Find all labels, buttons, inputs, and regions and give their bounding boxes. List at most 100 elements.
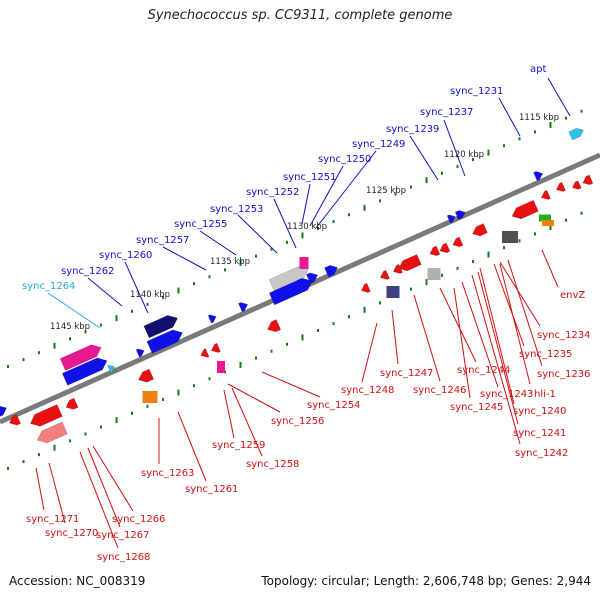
connector-line (493, 263, 525, 347)
label-sync-1260[interactable]: sync_1260 (99, 250, 152, 261)
label-envZ[interactable]: envZ (560, 290, 585, 301)
gene-sync-1261-shape (138, 368, 155, 383)
label-sync-1242[interactable]: sync_1242 (515, 448, 568, 459)
gene-sync-1231-shape (533, 171, 544, 182)
connector-line (231, 387, 263, 457)
gene-sync-1239 (446, 214, 456, 224)
top-tick (394, 192, 397, 196)
top-tick (472, 158, 474, 162)
label-sync-1240[interactable]: sync_1240 (513, 406, 566, 417)
label-sync-1266[interactable]: sync_1266 (112, 514, 165, 525)
connector-line (391, 309, 399, 365)
bottom-tick (115, 417, 118, 424)
connector-line (315, 150, 377, 229)
top-tick (131, 309, 133, 313)
label-sync-1255[interactable]: sync_1255 (174, 219, 227, 230)
gene-sync-1253b (299, 257, 309, 269)
label-sync-1271[interactable]: sync_1271 (26, 514, 79, 525)
label-sync-1259[interactable]: sync_1259 (212, 440, 265, 451)
top-tick (441, 171, 443, 175)
label-sync-1251[interactable]: sync_1251 (283, 172, 336, 183)
gene-sync-1249 (324, 265, 338, 278)
connector-line (453, 287, 471, 399)
gene-sync-1237-shape (454, 210, 466, 220)
label-sync-1235[interactable]: sync_1235 (519, 349, 572, 360)
bottom-tick (69, 439, 71, 443)
top-tick (100, 323, 102, 327)
top-tick (193, 282, 195, 286)
bottom-tick (518, 239, 521, 243)
connector-line (461, 281, 499, 388)
gene-sync-1241-shape (439, 242, 451, 254)
label-sync-1244[interactable]: sync_1244 (457, 365, 510, 376)
label-sync-1256[interactable]: sync_1256 (271, 416, 324, 427)
label-sync-1252[interactable]: sync_1252 (246, 187, 299, 198)
label-sync-1247[interactable]: sync_1247 (380, 368, 433, 379)
bottom-tick (348, 315, 350, 319)
gene-envZ-b-shape (542, 220, 554, 226)
label-sync-1243[interactable]: sync_1243 (480, 389, 533, 400)
bottom-tick (208, 377, 211, 381)
bottom-tick (425, 279, 428, 286)
gene-sync-1267-shape (29, 404, 63, 427)
connector-line (35, 467, 45, 511)
connector-line (87, 447, 121, 528)
label-sync-1270[interactable]: sync_1270 (45, 528, 98, 539)
top-tick (69, 337, 71, 341)
gene-sync-1267 (29, 404, 63, 427)
gene-sync-1260 (143, 315, 178, 339)
bottom-tick (332, 322, 335, 326)
top-tick (7, 364, 9, 368)
gene-sync-1246-shape (379, 269, 390, 280)
gene-sync-1252 (268, 265, 309, 292)
top-tick (301, 232, 304, 239)
kbp-marker-1130: 1130 kbp (287, 222, 327, 232)
gene-sync-1243-shape (398, 254, 422, 272)
gene-sync-1261 (138, 368, 155, 383)
top-tick (518, 137, 521, 141)
gene-sync-1271-shape (9, 414, 21, 426)
connector-line (361, 322, 378, 383)
label-sync-1245[interactable]: sync_1245 (450, 402, 503, 413)
bottom-tick (286, 342, 288, 346)
label-sync-1239[interactable]: sync_1239 (386, 124, 439, 135)
label-sync-1258[interactable]: sync_1258 (246, 459, 299, 470)
top-tick (22, 358, 25, 362)
label-sync-1234[interactable]: sync_1234 (537, 330, 590, 341)
label-apt[interactable]: apt (530, 64, 546, 75)
label-sync-1236[interactable]: sync_1236 (537, 369, 590, 380)
label-sync-1254[interactable]: sync_1254 (307, 400, 360, 411)
label-sync-1248[interactable]: sync_1248 (341, 385, 394, 396)
label-sync-1253[interactable]: sync_1253 (210, 204, 263, 215)
label-sync-1249[interactable]: sync_1249 (352, 139, 405, 150)
bottom-tick (301, 334, 304, 341)
gene-red-c-shape (555, 181, 566, 192)
label-sync-1267[interactable]: sync_1267 (96, 530, 149, 541)
gene-apt-shape (568, 127, 584, 141)
label-sync-1268[interactable]: sync_1268 (97, 552, 150, 563)
label-sync-1262[interactable]: sync_1262 (61, 266, 114, 277)
label-sync-1257[interactable]: sync_1257 (136, 235, 189, 246)
label-sync-1261[interactable]: sync_1261 (185, 484, 238, 495)
label-sync-1237[interactable]: sync_1237 (420, 107, 473, 118)
label-hli-1[interactable]: hli-1 (534, 389, 556, 400)
connector-line (499, 261, 541, 327)
gene-red-d (540, 189, 551, 200)
gene-sync-1234-shape (511, 199, 539, 220)
top-tick (317, 226, 319, 230)
label-sync-1231[interactable]: sync_1231 (450, 86, 503, 97)
connector-line (48, 462, 66, 524)
connector-line (79, 451, 119, 549)
label-sync-1263[interactable]: sync_1263 (141, 468, 194, 479)
gene-sync-1245 (392, 263, 403, 274)
connector-line (547, 77, 571, 117)
gene-sync-1256-shape (210, 342, 221, 353)
connector-line (261, 371, 321, 398)
label-sync-1241[interactable]: sync_1241 (513, 428, 566, 439)
gene-sync-1263 (142, 391, 158, 403)
top-tick (286, 240, 288, 244)
label-sync-1250[interactable]: sync_1250 (318, 154, 371, 165)
label-sync-1246[interactable]: sync_1246 (413, 385, 466, 396)
label-sync-1264[interactable]: sync_1264 (22, 281, 75, 292)
